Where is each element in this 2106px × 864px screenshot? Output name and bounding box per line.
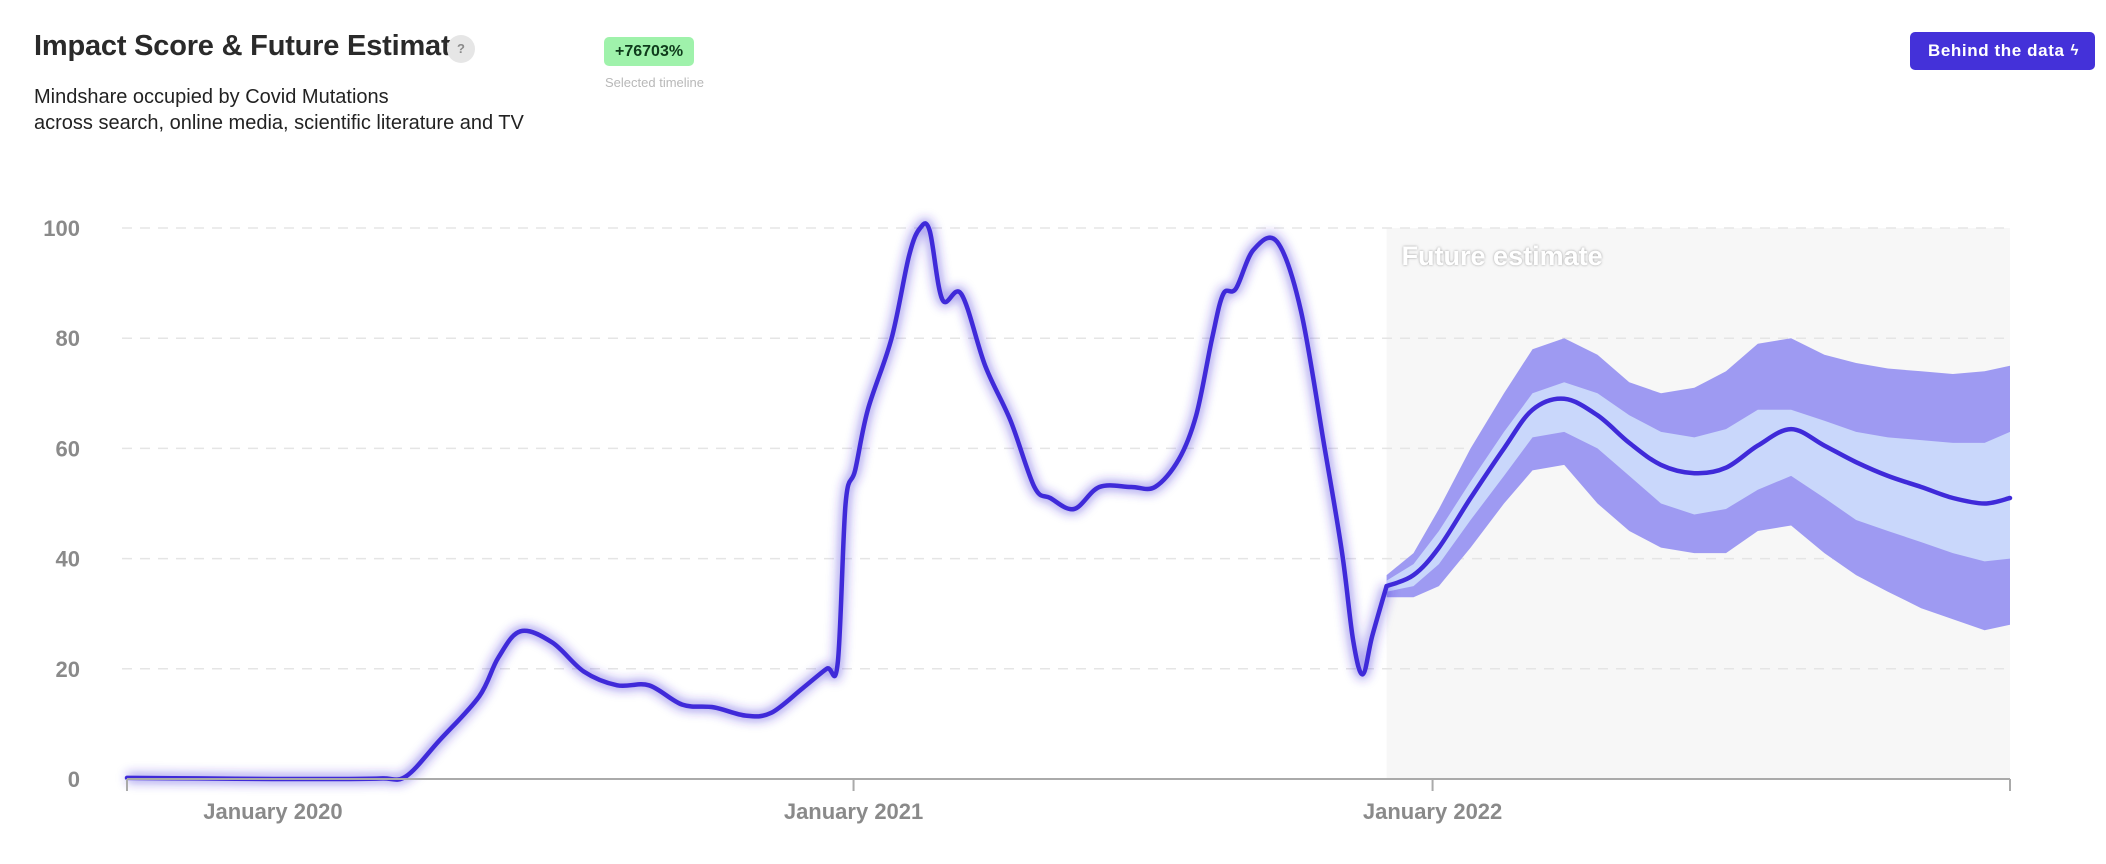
y-tick-label: 100: [43, 216, 80, 241]
history-line: [124, 221, 1389, 782]
badge-caption: Selected timeline: [605, 75, 704, 90]
x-tick-label: January 2022: [1363, 799, 1502, 824]
subtitle-line-1: Mindshare occupied by Covid Mutations: [34, 86, 389, 108]
history-line-glow: [126, 218, 1392, 785]
lightning-bolt-icon: ϟ: [2070, 42, 2080, 59]
x-tick-label: January 2021: [784, 799, 923, 824]
behind-the-data-label: Behind the data: [1928, 41, 2065, 60]
help-icon[interactable]: ?: [447, 35, 475, 63]
change-badge: +76703%: [604, 37, 695, 66]
y-tick-label: 40: [56, 547, 80, 572]
y-tick-label: 80: [56, 326, 80, 351]
x-tick-label: January 2020: [203, 799, 342, 824]
forecast-median-line: [1384, 396, 2013, 589]
y-tick-label: 0: [68, 767, 80, 792]
future-estimate-label: Future estimate: [1402, 241, 1603, 271]
forecast-inner-band: [1386, 382, 2010, 592]
subtitle-line-2: across search, online media, scientific …: [34, 112, 524, 134]
chart-header: Impact Score & Future Estimate ? Mindsha…: [0, 0, 2106, 160]
behind-the-data-button[interactable]: Behind the data ϟ: [1910, 32, 2096, 70]
chart-subtitle: Mindshare occupied by Covid Mutations ac…: [34, 84, 524, 136]
y-tick-label: 20: [56, 657, 80, 682]
y-tick-label: 60: [56, 436, 80, 461]
chart-title: Impact Score & Future Estimate: [34, 30, 467, 62]
